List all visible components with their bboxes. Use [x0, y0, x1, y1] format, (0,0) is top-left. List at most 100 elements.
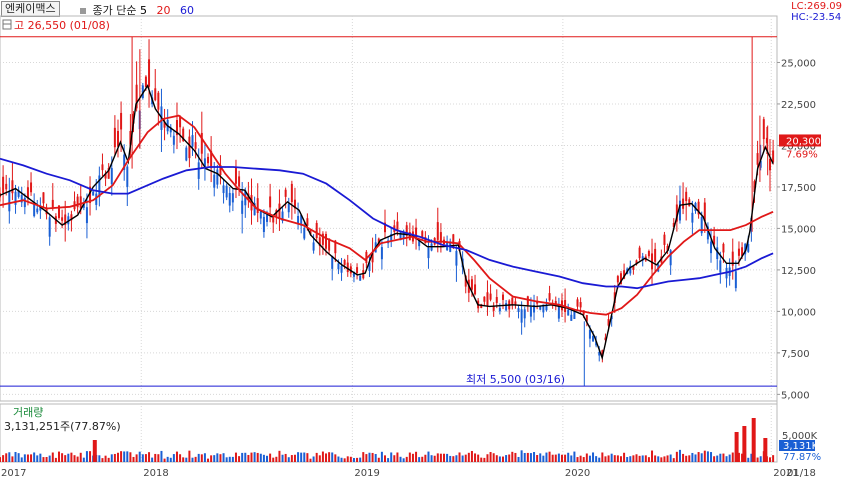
volume-bar: [362, 452, 365, 462]
candle-body: [182, 128, 185, 141]
volume-bar: [722, 453, 725, 462]
volume-badge: [779, 440, 815, 451]
candle-body: [436, 222, 439, 240]
volume-bar: [439, 453, 442, 462]
candle-body: [399, 232, 402, 241]
candle-body: [222, 185, 225, 194]
candle-body: [17, 190, 20, 197]
candle-body: [278, 203, 281, 220]
volume-bar: [300, 452, 303, 462]
candle-body: [79, 196, 82, 209]
volume-bar: [616, 455, 619, 462]
volume-bar: [349, 456, 352, 462]
indicator-legend: 종가 단순 5 20 60: [80, 2, 194, 18]
candle-body: [747, 243, 750, 252]
candle-body: [765, 137, 768, 144]
volume-bar: [610, 453, 613, 462]
candle-body: [194, 142, 197, 149]
volume-bar: [700, 453, 703, 462]
candle-body: [585, 315, 588, 322]
candle-body: [126, 166, 129, 187]
candle-body: [104, 173, 107, 179]
volume-bar: [576, 457, 579, 462]
volume-bar: [533, 452, 536, 462]
candle-body: [654, 248, 657, 262]
candle-body: [315, 222, 318, 239]
volume-bar: [629, 456, 632, 462]
volume-bar: [132, 456, 135, 462]
change-pct-text: 7.69%: [786, 149, 818, 160]
volume-bar: [67, 453, 70, 462]
candle-body: [238, 176, 241, 187]
candle-body: [542, 304, 545, 313]
candle-body: [688, 199, 691, 207]
volume-bar: [191, 457, 194, 462]
candle-body: [256, 198, 259, 214]
candle-body: [207, 156, 210, 164]
volume-bar: [228, 456, 231, 462]
candle-body: [303, 227, 306, 239]
volume-bar: [241, 452, 244, 462]
volume-bar: [514, 452, 517, 462]
candle-body: [228, 192, 231, 206]
volume-bar: [713, 456, 716, 462]
volume-bar: [619, 456, 622, 462]
candle-body: [719, 260, 722, 273]
candle-body: [601, 350, 604, 356]
candle-body: [666, 246, 669, 251]
volume-bar: [694, 454, 697, 462]
volume-bar: [402, 458, 405, 462]
volume-bar: [492, 453, 495, 462]
candle-body: [647, 251, 650, 257]
volume-bar: [325, 453, 328, 462]
time-axis-label: 2018: [143, 468, 168, 479]
ma-period-20[interactable]: 20: [156, 4, 171, 17]
candle-body: [529, 306, 532, 317]
volume-bar: [281, 454, 284, 462]
volume-bar: [312, 456, 315, 462]
volume-bar: [529, 453, 532, 462]
ma-period-5[interactable]: 5: [139, 4, 147, 17]
volume-bar: [54, 457, 57, 462]
volume-bar: [415, 451, 418, 462]
volume-bar: [560, 454, 563, 462]
volume-bar: [657, 456, 660, 462]
ma-period-60[interactable]: 60: [179, 4, 194, 17]
candle-body: [501, 294, 504, 300]
volume-bar: [272, 457, 275, 462]
candle-body: [297, 215, 300, 225]
volume-bar: [697, 452, 700, 462]
volume-bar: [710, 452, 713, 462]
candle-body: [595, 341, 598, 346]
candle-body: [110, 168, 113, 185]
volume-bar: [51, 452, 54, 462]
candle-body: [722, 243, 725, 253]
volume-bar: [675, 451, 678, 462]
candle-body: [635, 260, 638, 265]
volume-bar: [135, 454, 138, 462]
candle-body: [290, 183, 293, 203]
volume-bar: [359, 457, 362, 462]
volume-bar: [592, 452, 595, 462]
price-tick-label: 10,000: [781, 307, 816, 318]
volume-axis-tick: 5,000K: [782, 431, 818, 442]
volume-bar: [542, 455, 545, 462]
candle-body: [312, 242, 315, 251]
candle-body: [8, 190, 11, 212]
volume-bar: [567, 452, 570, 462]
volume-bar: [297, 452, 300, 462]
candle-body: [756, 153, 759, 165]
volume-bar: [30, 454, 33, 462]
volume-bar: [148, 452, 151, 462]
price-tick-label: 15,000: [781, 224, 816, 235]
volume-bar: [750, 453, 753, 462]
candle-body: [772, 150, 775, 163]
candle-body: [321, 233, 324, 245]
volume-bar: [194, 456, 197, 462]
candle-body: [619, 273, 622, 285]
candle-body: [123, 154, 126, 170]
volume-bar: [219, 454, 222, 462]
candle-body: [697, 201, 700, 215]
volume-bar: [61, 453, 64, 462]
